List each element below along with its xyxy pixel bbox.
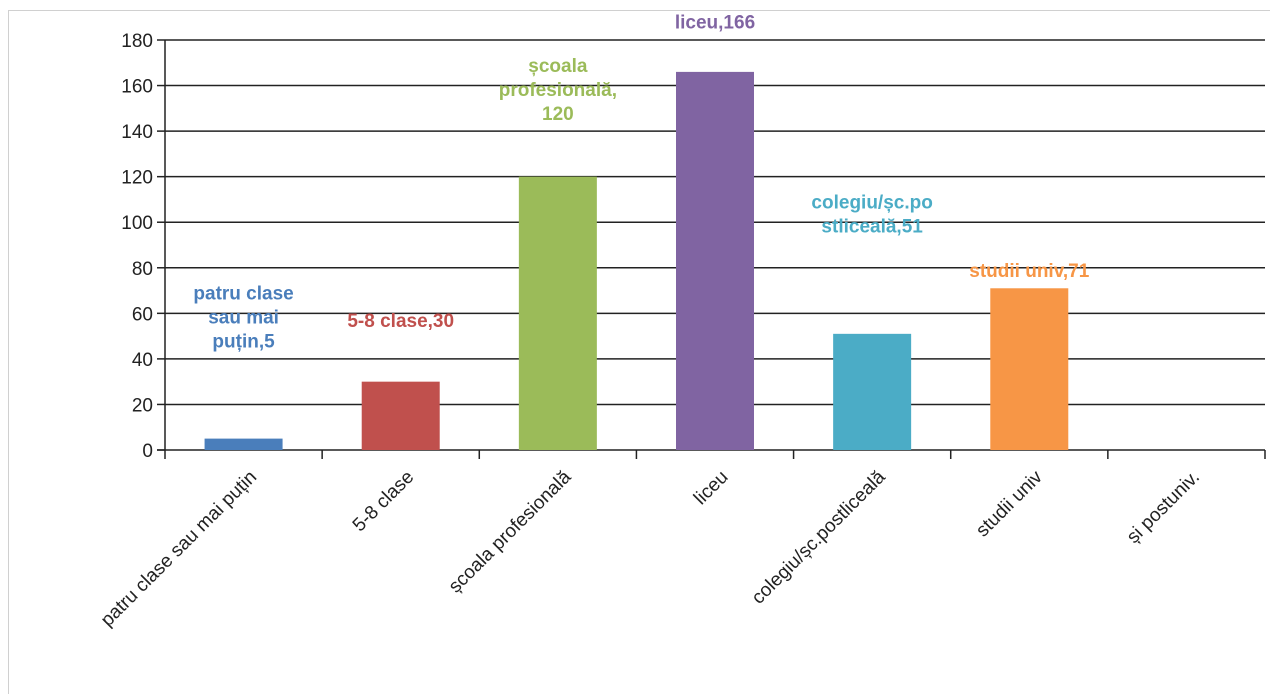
data-label-line: patru clase bbox=[193, 284, 293, 305]
data-label: colegiu/șc.po stliceală,51 bbox=[811, 193, 932, 238]
data-label: patru clase sau mai puțin,5 bbox=[193, 284, 293, 353]
data-label: studii univ,71 bbox=[969, 261, 1089, 282]
data-label-line: liceu,166 bbox=[675, 13, 755, 34]
data-label-line: stliceală,51 bbox=[821, 217, 923, 238]
bar bbox=[361, 381, 440, 450]
bar bbox=[990, 288, 1069, 450]
y-tick-label: 20 bbox=[132, 395, 153, 416]
bar bbox=[518, 176, 597, 450]
y-axis: 0 20 40 60 80 100 120 140 160 180 bbox=[121, 31, 166, 462]
data-label: liceu,166 bbox=[675, 13, 755, 34]
data-label: școala profesională, 120 bbox=[499, 56, 617, 125]
bars bbox=[204, 71, 1069, 450]
data-label: 5-8 clase,30 bbox=[347, 311, 454, 332]
data-label-line: 5-8 clase,30 bbox=[347, 311, 454, 332]
data-label-line: puțin,5 bbox=[212, 332, 275, 353]
y-tick-label: 180 bbox=[121, 31, 153, 52]
x-tick-label: și postuniv. bbox=[1123, 467, 1204, 548]
data-label-line: colegiu/șc.po bbox=[811, 193, 932, 214]
x-tick-label: liceu bbox=[690, 467, 732, 509]
data-label-line: sau mai bbox=[208, 308, 279, 329]
y-tick-label: 120 bbox=[121, 168, 153, 189]
y-tick-label: 40 bbox=[132, 350, 153, 371]
y-tick-label: 80 bbox=[132, 259, 153, 280]
x-tick-label: colegiu/șc.postliceală bbox=[748, 466, 890, 608]
x-tick-label: școala profesională bbox=[445, 466, 576, 597]
y-tick-label: 0 bbox=[142, 441, 153, 462]
x-tick-label: patru clase sau mai puțin bbox=[97, 467, 261, 631]
x-tick-label: 5-8 clase bbox=[349, 467, 418, 536]
y-tick-label: 100 bbox=[121, 213, 153, 234]
data-label-line: profesională, bbox=[499, 80, 617, 101]
y-tick-label: 140 bbox=[121, 122, 153, 143]
bar bbox=[833, 333, 912, 450]
data-labels: patru clase sau mai puțin,5 5-8 clase,30 șco… bbox=[193, 13, 1089, 353]
x-axis: patru clase sau mai puțin 5-8 clase școala… bbox=[97, 449, 1266, 631]
chart-frame bbox=[8, 10, 1270, 694]
bar bbox=[204, 438, 283, 450]
x-tick-label: studii univ bbox=[972, 466, 1047, 541]
bar bbox=[676, 71, 754, 450]
y-tick-label: 160 bbox=[121, 77, 153, 98]
data-label-line: 120 bbox=[542, 104, 574, 125]
data-label-line: școala bbox=[528, 56, 588, 77]
y-tick-label: 60 bbox=[132, 304, 153, 325]
data-label-line: studii univ,71 bbox=[969, 261, 1089, 282]
